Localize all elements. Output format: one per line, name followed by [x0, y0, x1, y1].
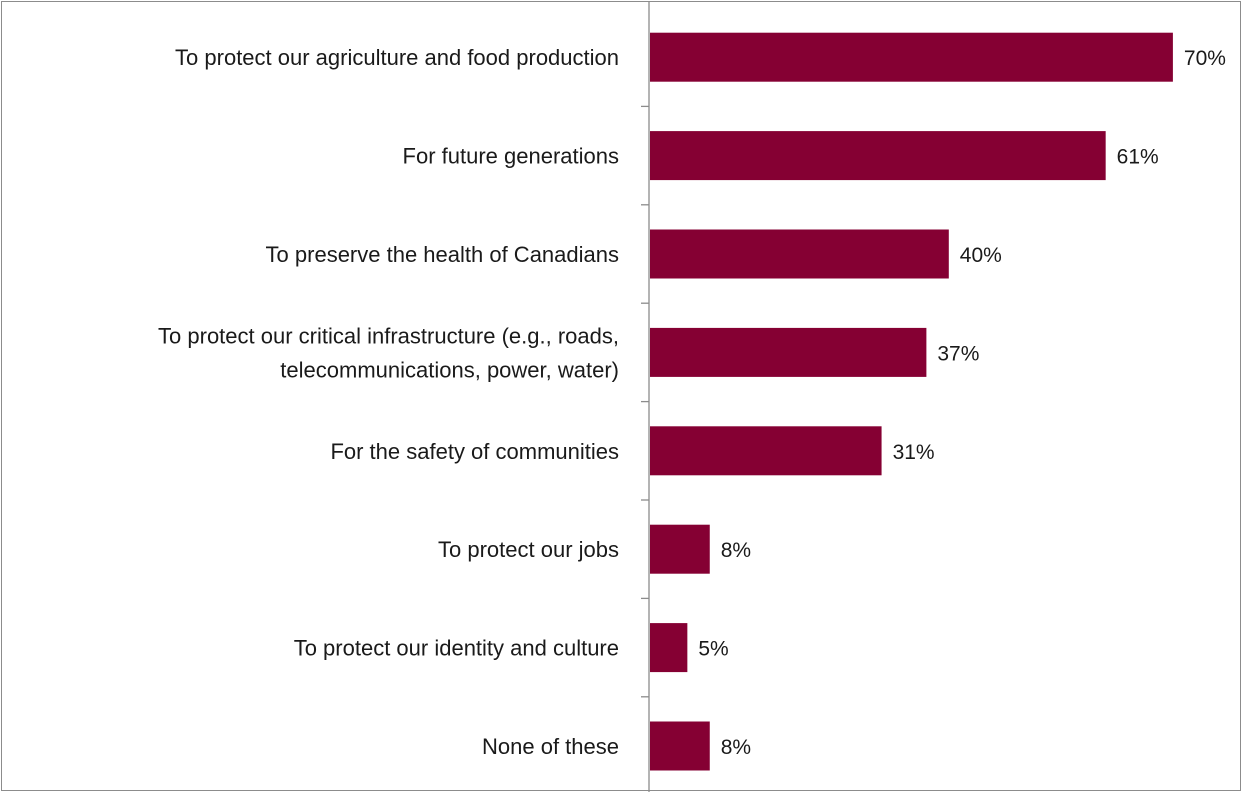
data-label: 37%	[937, 342, 979, 365]
category-label-line: To protect our critical infrastructure (…	[158, 323, 619, 348]
data-label: 5%	[698, 638, 728, 661]
category-label-line: To preserve the health of Canadians	[266, 242, 619, 267]
category-label: To protect our critical infrastructure (…	[158, 323, 619, 382]
category-label: To protect our agriculture and food prod…	[175, 45, 619, 70]
data-label: 8%	[721, 539, 751, 562]
category-label: For the safety of communities	[330, 439, 619, 464]
category-label: To protect our identity and culture	[294, 636, 619, 661]
category-label-line: telecommunications, power, water)	[280, 357, 619, 382]
bar	[650, 131, 1106, 181]
bar	[650, 229, 949, 279]
data-label: 70%	[1184, 47, 1226, 70]
data-label: 8%	[721, 736, 751, 759]
category-label-line: For future generations	[403, 144, 619, 169]
category-label: To protect our jobs	[438, 537, 619, 562]
data-label: 61%	[1117, 146, 1159, 169]
bar	[650, 721, 710, 771]
bar	[650, 524, 710, 574]
bar	[650, 32, 1173, 82]
data-label: 40%	[960, 244, 1002, 267]
category-label-line: To protect our agriculture and food prod…	[175, 45, 619, 70]
category-label-line: To protect our jobs	[438, 537, 619, 562]
category-label: None of these	[482, 734, 619, 759]
category-label-line: For the safety of communities	[330, 439, 619, 464]
category-label-line: None of these	[482, 734, 619, 759]
bar	[650, 327, 927, 377]
category-label-line: To protect our identity and culture	[294, 636, 619, 661]
category-label: To preserve the health of Canadians	[266, 242, 619, 267]
category-label: For future generations	[403, 144, 619, 169]
bar	[650, 426, 882, 476]
bar	[650, 623, 688, 673]
data-label: 31%	[893, 441, 935, 464]
